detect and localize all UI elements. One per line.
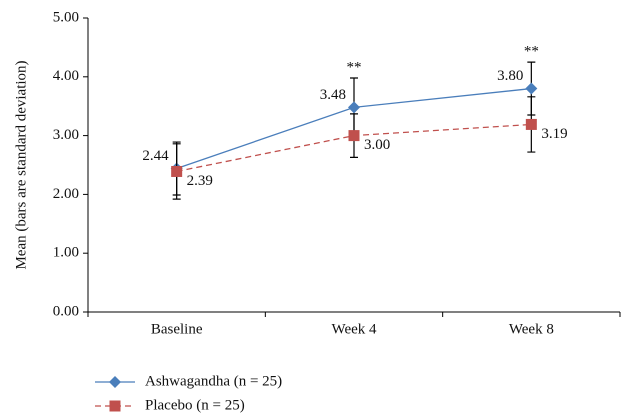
marker (171, 165, 183, 177)
value-label: 3.80 (497, 68, 523, 84)
legend-marker (109, 376, 121, 388)
marker (348, 130, 360, 142)
y-tick-label: 3.00 (53, 127, 79, 143)
y-tick-label: 1.00 (53, 245, 79, 261)
annotation: ** (524, 44, 539, 60)
x-tick-label: Week 8 (509, 321, 554, 337)
legend-label: Ashwagandha (n = 25) (145, 373, 282, 389)
value-label: 3.19 (541, 126, 567, 142)
y-tick-label: 2.00 (53, 186, 79, 202)
y-tick-label: 5.00 (53, 9, 79, 25)
marker (525, 82, 538, 95)
y-axis-label: Mean (bars are standard deviation) (13, 60, 29, 269)
x-tick-label: Week 4 (331, 321, 377, 337)
marker (525, 118, 537, 130)
value-label: 2.44 (142, 148, 169, 164)
y-tick-label: 0.00 (53, 303, 79, 319)
marker (348, 101, 360, 114)
legend-label: Placebo (n = 25) (145, 397, 245, 413)
value-label: 3.00 (364, 137, 390, 153)
legend-marker (109, 400, 121, 412)
value-label: 3.48 (320, 87, 346, 103)
value-label: 2.39 (187, 173, 213, 189)
y-tick-label: 4.00 (53, 68, 79, 84)
x-tick-label: Baseline (151, 321, 203, 337)
annotation: ** (347, 59, 362, 75)
